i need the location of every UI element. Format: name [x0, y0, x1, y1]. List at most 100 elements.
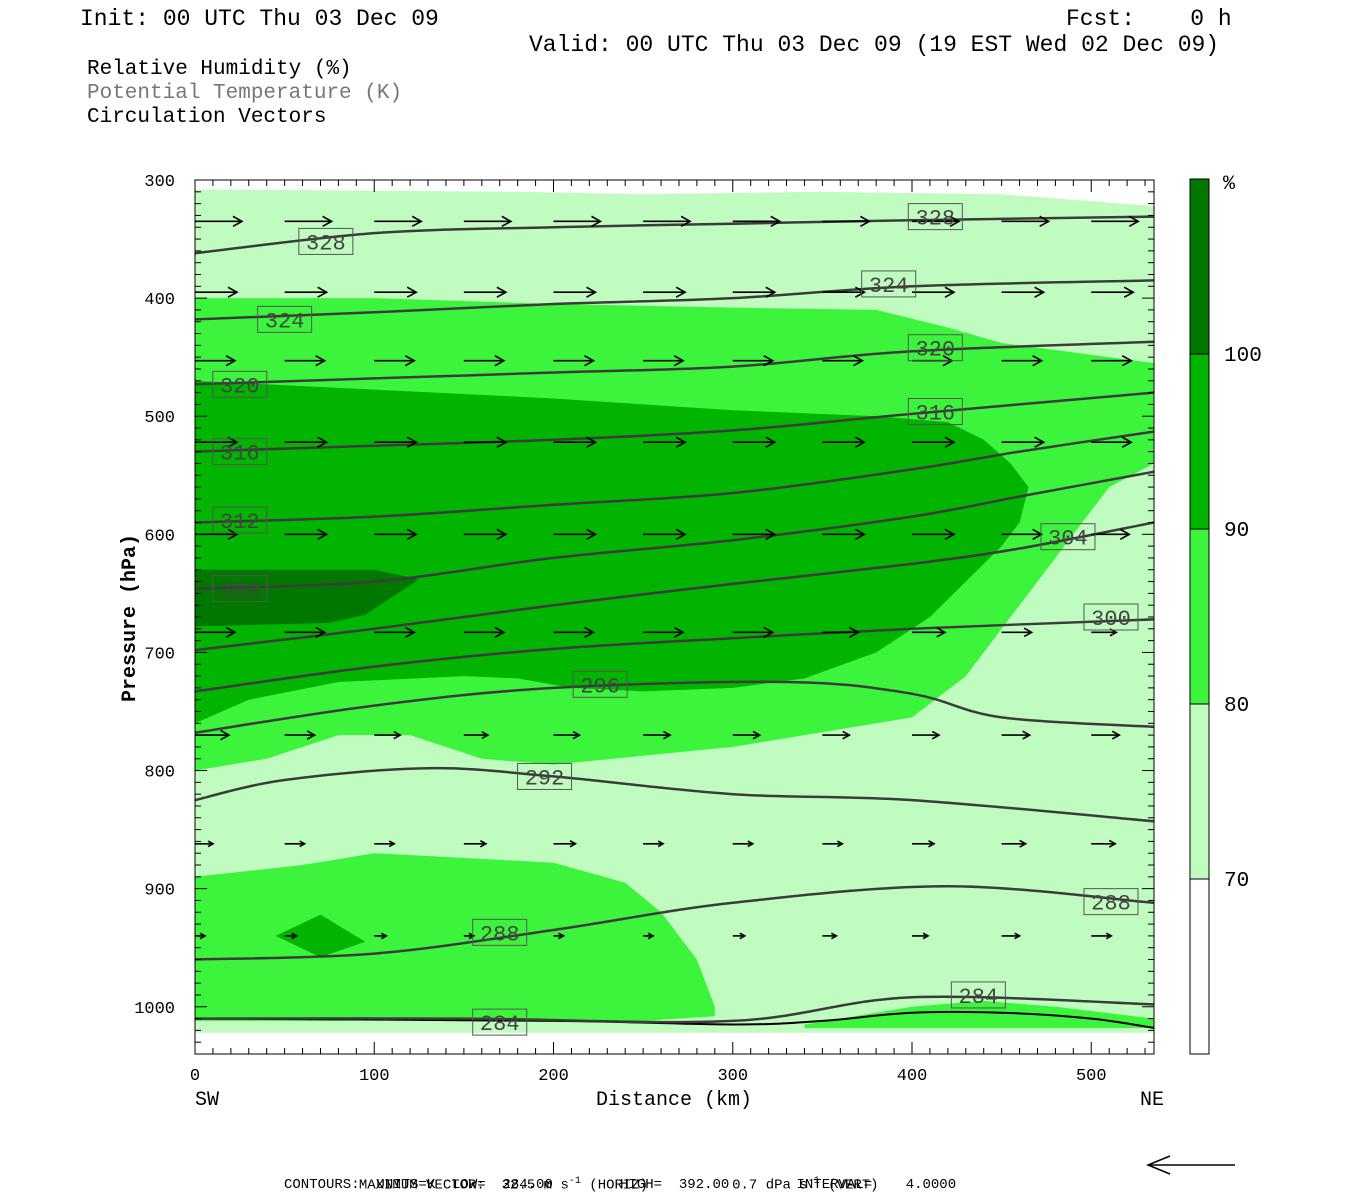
rh-fill-layer [195, 189, 1154, 1033]
colorbar-tick-label: 80 [1224, 695, 1249, 718]
circulation-vector [1091, 528, 1131, 540]
circulation-vector [912, 840, 936, 848]
svg-text:324: 324 [869, 274, 909, 299]
rh-region-90-5 [275, 914, 366, 958]
circulation-vector [553, 436, 598, 448]
circulation-vector [463, 731, 490, 740]
footer-contours: CONTOURS: UNITS=K LOW= 284.00 HIGH= 392.… [284, 1177, 957, 1193]
horiz-unit-sup: -1 [568, 1176, 581, 1187]
circulation-vector [1091, 215, 1140, 227]
legend-vectors: Circulation Vectors [87, 106, 327, 129]
circulation-vector [732, 355, 775, 367]
max-horiz-value: 32.5 m s [501, 1177, 569, 1194]
circulation-vector [643, 215, 692, 227]
circulation-vector [643, 626, 685, 639]
colorbar-bin-90 [1189, 353, 1210, 530]
surface-line [195, 1010, 1154, 1029]
circulation-vector [284, 840, 307, 848]
circulation-vector [822, 840, 845, 848]
circulation-vector [912, 215, 961, 227]
circulation-vector [1001, 932, 1022, 940]
circulation-vector [553, 840, 578, 848]
circulation-vector [463, 215, 513, 227]
y-tick-label: 600 [144, 527, 175, 546]
y-tick-label: 700 [144, 645, 175, 664]
circulation-vector [374, 286, 418, 298]
legend-theta: Potential Temperature (K) [87, 82, 403, 105]
vert-label: (VERT) [828, 1177, 879, 1194]
svg-text:328: 328 [306, 231, 346, 256]
circulation-vector [732, 626, 775, 639]
circulation-vector [374, 436, 418, 448]
circulation-vector [195, 215, 244, 227]
circulation-vector [195, 626, 237, 639]
circulation-vector [822, 286, 867, 298]
circulation-vector [463, 528, 508, 540]
circulation-vector [732, 840, 755, 848]
circulation-vector [284, 286, 329, 298]
colorbar-unit: % [1223, 173, 1236, 196]
x-tick-label: 100 [359, 1067, 390, 1086]
circulation-vector [1001, 627, 1034, 638]
svg-text:320: 320 [916, 338, 956, 363]
circulation-vector [643, 840, 665, 848]
svg-text:304: 304 [1048, 527, 1088, 552]
x-tick-label: 0 [190, 1067, 200, 1086]
svg-text:312: 312 [220, 510, 260, 535]
circulation-vector [374, 626, 416, 639]
contour-label-288: 288 [472, 918, 528, 947]
circulation-vector [643, 528, 687, 540]
circulation-vector [912, 286, 956, 298]
contour-label-328: 328 [298, 227, 354, 256]
y-tick-label: 300 [144, 173, 175, 192]
init-time: Init: 00 UTC Thu 03 Dec 09 [80, 6, 439, 32]
circulation-vector [553, 286, 598, 298]
circulation-vector [1091, 436, 1133, 448]
circulation-vector [1001, 436, 1046, 448]
colorbar-bin-100 [1189, 178, 1210, 355]
y-tick-label: 1000 [134, 1000, 175, 1019]
circulation-vector [1091, 932, 1113, 940]
x-tick-label: 300 [717, 1067, 748, 1086]
circulation-vector [284, 932, 299, 940]
svg-text:284: 284 [959, 985, 999, 1010]
contour-label-320: 320 [212, 370, 268, 399]
svg-text:328: 328 [916, 207, 956, 232]
circulation-vector [912, 528, 956, 540]
circulation-vector [553, 528, 598, 540]
circulation-vector [912, 932, 930, 940]
circulation-vector [822, 355, 865, 367]
contour-label-324: 324 [257, 305, 313, 334]
contour-label-328: 328 [907, 203, 963, 232]
x-tick-label: 500 [1076, 1067, 1107, 1086]
contour-label-312: 312 [212, 506, 268, 535]
theta-contour-layer [195, 215, 1154, 1029]
rh-region-80-3 [804, 1000, 1154, 1028]
svg-text:288: 288 [480, 922, 520, 947]
circulation-vector [463, 286, 508, 298]
circulation-vector [643, 730, 672, 740]
contour-label-layer: 328 328 324 324 320 320 316 316 312 308 304 300 296 2… [212, 203, 1139, 1037]
colorbar-tick-label: 100 [1224, 345, 1262, 368]
circulation-vector [284, 436, 329, 448]
circulation-vector [822, 215, 872, 227]
svg-text:296: 296 [580, 674, 620, 699]
svg-text:316: 316 [220, 442, 260, 467]
circulation-vector [195, 355, 237, 367]
y-tick-label: 900 [144, 882, 175, 901]
circulation-vector [374, 932, 388, 940]
circulation-vector [643, 932, 655, 940]
reference-vector-arrow [1146, 1155, 1235, 1175]
theta-contour-304 [195, 521, 1154, 652]
forecast-hour: Fcst: 0 h [1066, 6, 1232, 32]
contour-label-284: 284 [950, 981, 1006, 1010]
svg-text:316: 316 [916, 401, 956, 426]
circulation-vector [732, 730, 762, 740]
colorbar-tick-label: 90 [1224, 520, 1249, 543]
circulation-vector [822, 932, 839, 940]
contour-label-296: 296 [572, 670, 628, 699]
contour-label-284: 284 [472, 1008, 528, 1037]
circulation-vector [463, 626, 506, 639]
max-vert-value: 0.7 dPa s [732, 1177, 808, 1194]
